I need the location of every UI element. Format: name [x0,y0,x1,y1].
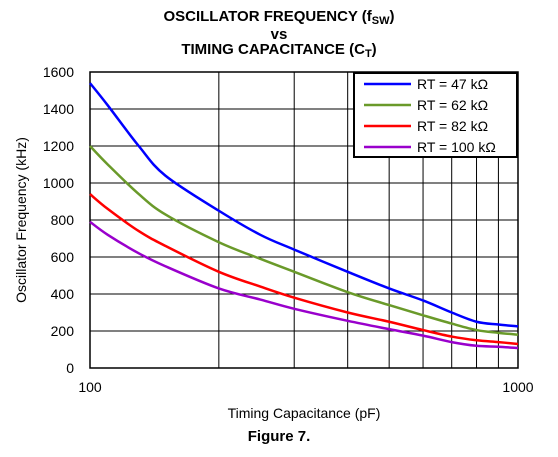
chart-title-line3-text: TIMING CAPACITANCE (C [181,41,365,58]
chart-title-line2: vs [270,26,288,43]
legend-label-4: RT = 100 kΩ [417,139,496,155]
x-tick-label: 100 [78,379,102,395]
chart-title-line1-suffix: ) [389,8,395,25]
series-line-3 [89,193,519,346]
legend-label-1: RT = 47 kΩ [417,76,488,92]
y-tick-label: 0 [66,360,74,376]
legend-label-2: RT = 62 kΩ [417,97,488,113]
figure-caption: Figure 7. [247,428,311,445]
chart-title-line3: TIMING CAPACITANCE (CT) [0,41,558,60]
chart-title-line1: OSCILLATOR FREQUENCY (fSW) [0,8,558,27]
y-tick-label: 400 [51,286,75,302]
y-tick-label: 1200 [43,138,74,154]
y-tick-label: 1000 [43,175,74,191]
chart-title-subscript-t: T [364,48,372,60]
y-axis-label: Oscillator Frequency (kHz) [13,137,29,303]
series-line-2 [89,145,519,336]
chart-title-subscript-sw: SW [371,15,390,27]
x-tick-label: 1000 [502,379,533,395]
legend-label-3: RT = 82 kΩ [417,118,488,134]
y-tick-label: 200 [51,323,75,339]
legend-box [353,72,518,158]
y-tick-label: 1600 [43,64,74,80]
chart-title-line3-suffix: ) [371,41,377,58]
plot-area-border [89,71,519,369]
y-tick-label: 800 [51,212,75,228]
chart-title-line1-text: OSCILLATOR FREQUENCY (f [163,8,372,25]
y-tick-label: 600 [51,249,75,265]
x-axis-label: Timing Capacitance (pF) [228,405,381,421]
series-line-4 [89,220,519,350]
y-tick-label: 1400 [43,101,74,117]
series-line-1 [89,82,519,328]
